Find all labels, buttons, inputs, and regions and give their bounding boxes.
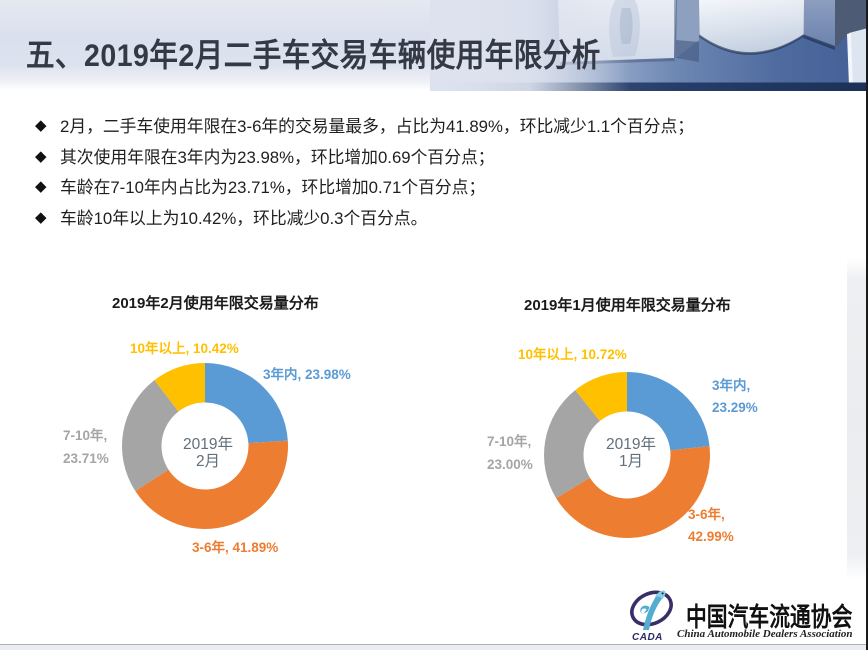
svg-text:CADA: CADA [632,632,663,642]
